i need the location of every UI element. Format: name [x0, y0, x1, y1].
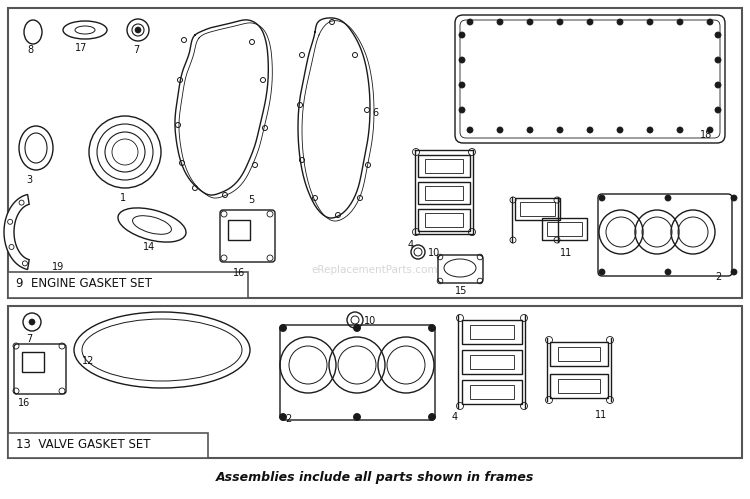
Circle shape	[599, 269, 605, 275]
Bar	[8, 433, 208, 458]
Text: 15: 15	[455, 286, 467, 296]
Bar	[470, 355, 514, 369]
Bar	[425, 186, 463, 200]
Circle shape	[467, 127, 473, 133]
Circle shape	[707, 127, 713, 133]
Text: 13  VALVE GASKET SET: 13 VALVE GASKET SET	[16, 438, 151, 451]
Bar	[22, 352, 44, 372]
Circle shape	[715, 57, 721, 63]
Text: Assemblies include all parts shown in frames: Assemblies include all parts shown in fr…	[216, 472, 534, 485]
Bar	[462, 380, 522, 404]
Circle shape	[647, 127, 653, 133]
Text: 5: 5	[248, 195, 254, 205]
Text: 16: 16	[233, 268, 245, 278]
Bar	[8, 8, 742, 298]
Circle shape	[467, 19, 473, 25]
Bar	[462, 320, 522, 344]
Bar	[550, 374, 608, 398]
Bar	[418, 155, 470, 177]
Text: 4: 4	[452, 412, 458, 422]
Circle shape	[527, 19, 533, 25]
Bar	[542, 218, 587, 240]
Text: 4: 4	[408, 240, 414, 250]
Circle shape	[135, 27, 141, 33]
Bar	[470, 385, 514, 399]
Circle shape	[557, 127, 563, 133]
Circle shape	[280, 324, 286, 331]
Text: 10: 10	[428, 248, 440, 258]
Circle shape	[497, 19, 503, 25]
Text: 6: 6	[372, 108, 378, 118]
Bar	[515, 198, 560, 220]
Circle shape	[715, 82, 721, 88]
Circle shape	[428, 414, 436, 421]
Bar	[425, 159, 463, 173]
Text: 2: 2	[715, 272, 722, 282]
Text: 7: 7	[133, 45, 140, 55]
Circle shape	[459, 57, 465, 63]
Text: 10: 10	[364, 316, 376, 326]
Circle shape	[715, 107, 721, 113]
Bar	[470, 325, 514, 339]
Circle shape	[677, 127, 683, 133]
Text: 8: 8	[27, 45, 33, 55]
Bar	[8, 272, 248, 298]
Bar	[418, 182, 470, 204]
Bar	[558, 347, 600, 361]
Circle shape	[731, 269, 737, 275]
Text: 1: 1	[120, 193, 126, 203]
Circle shape	[665, 195, 671, 201]
Circle shape	[459, 107, 465, 113]
Circle shape	[677, 19, 683, 25]
Circle shape	[428, 324, 436, 331]
Text: 17: 17	[75, 43, 87, 53]
Circle shape	[459, 32, 465, 38]
Text: 11: 11	[595, 410, 608, 420]
Bar	[558, 379, 600, 393]
Circle shape	[617, 19, 623, 25]
Circle shape	[497, 127, 503, 133]
Circle shape	[353, 324, 361, 331]
Circle shape	[587, 19, 593, 25]
Polygon shape	[4, 195, 29, 269]
Circle shape	[527, 127, 533, 133]
Circle shape	[707, 19, 713, 25]
Circle shape	[617, 127, 623, 133]
Text: 11: 11	[560, 248, 572, 258]
Text: 18: 18	[700, 130, 712, 140]
Text: 3: 3	[26, 175, 32, 185]
Text: 16: 16	[18, 398, 30, 408]
Bar	[547, 222, 582, 236]
Circle shape	[647, 19, 653, 25]
Circle shape	[599, 195, 605, 201]
Circle shape	[459, 82, 465, 88]
Bar	[520, 202, 555, 216]
Text: 14: 14	[143, 242, 155, 252]
Bar	[425, 213, 463, 227]
Text: 9  ENGINE GASKET SET: 9 ENGINE GASKET SET	[16, 277, 152, 290]
Text: 12: 12	[82, 356, 94, 366]
Bar	[462, 350, 522, 374]
Text: eReplacementParts.com: eReplacementParts.com	[312, 265, 438, 275]
Bar	[418, 209, 470, 231]
Circle shape	[587, 127, 593, 133]
Circle shape	[29, 319, 35, 325]
Bar	[550, 342, 608, 366]
Circle shape	[715, 32, 721, 38]
Text: 2: 2	[285, 414, 291, 424]
Text: 19: 19	[52, 262, 64, 272]
Bar	[8, 306, 742, 458]
Circle shape	[353, 414, 361, 421]
Circle shape	[557, 19, 563, 25]
Text: 7: 7	[26, 334, 32, 344]
Bar	[228, 220, 250, 240]
Circle shape	[280, 414, 286, 421]
Circle shape	[665, 269, 671, 275]
Circle shape	[731, 195, 737, 201]
